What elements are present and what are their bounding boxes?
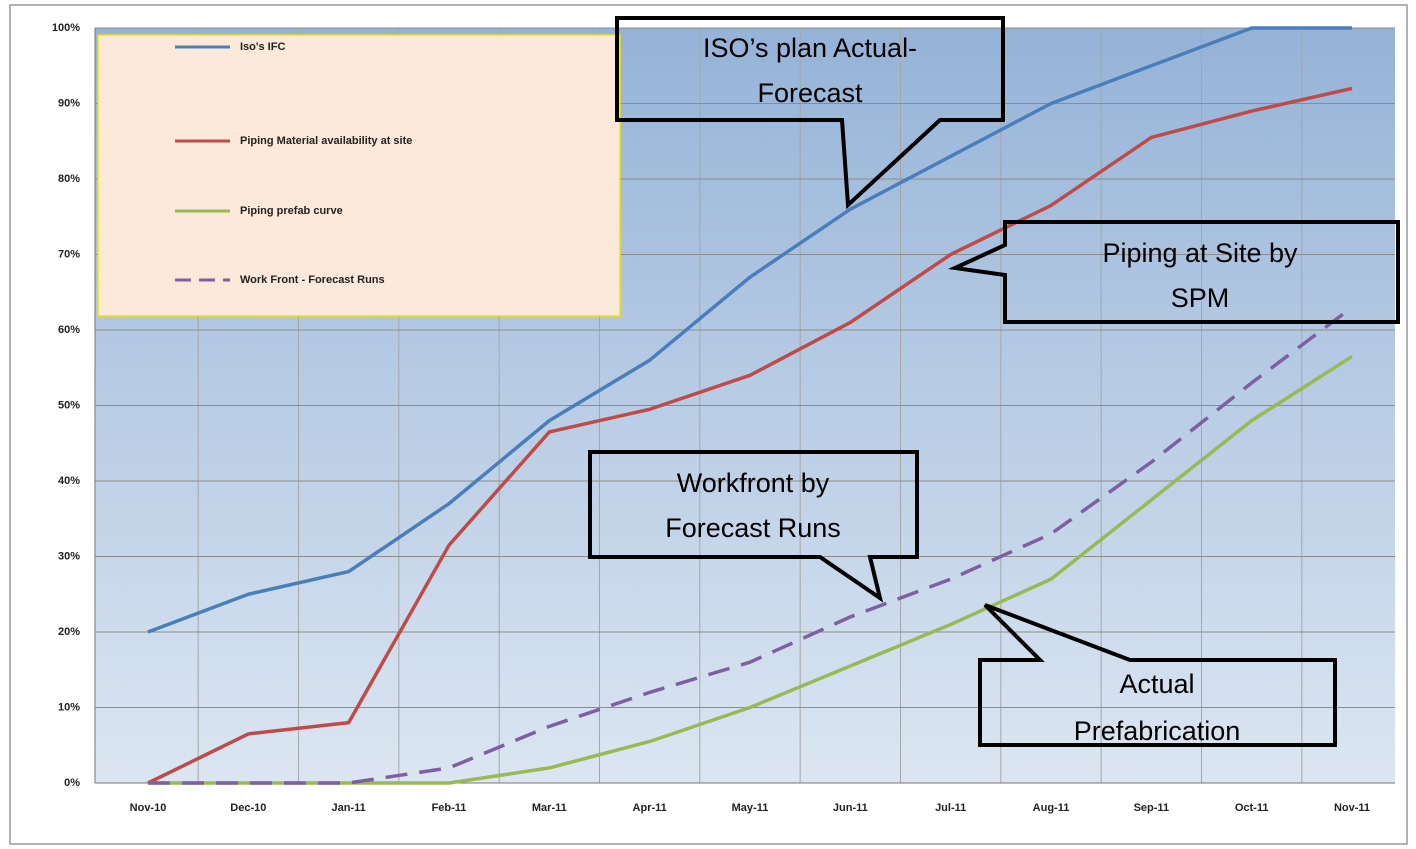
callout-text: Forecast Runs bbox=[665, 513, 841, 543]
x-tick-label: Aug-11 bbox=[1033, 802, 1070, 814]
x-tick-label: May-11 bbox=[732, 802, 769, 814]
callout-text: Piping at Site by bbox=[1102, 238, 1298, 268]
x-tick-label: Feb-11 bbox=[432, 802, 467, 814]
x-tick-label: Dec-10 bbox=[230, 802, 266, 814]
y-tick-label: 70% bbox=[58, 248, 80, 260]
legend-label: Piping Material availability at site bbox=[240, 135, 412, 147]
legend-label: Piping prefab curve bbox=[240, 205, 343, 217]
x-tick-label: Jun-11 bbox=[833, 802, 868, 814]
x-tick-label: Nov-11 bbox=[1334, 802, 1370, 814]
callout-text: ISO’s plan Actual- bbox=[703, 33, 917, 63]
callout-shape bbox=[978, 603, 1337, 747]
y-tick-label: 0% bbox=[64, 777, 80, 789]
y-tick-label: 90% bbox=[58, 97, 80, 109]
x-tick-label: Mar-11 bbox=[532, 802, 567, 814]
y-tick-label: 10% bbox=[58, 701, 80, 713]
legend-label: Work Front - Forecast Runs bbox=[240, 274, 385, 286]
y-tick-label: 100% bbox=[52, 22, 80, 34]
x-tick-label: Oct-11 bbox=[1235, 802, 1269, 814]
callout-text: Prefabrication bbox=[1074, 716, 1241, 746]
x-tick-label: Jan-11 bbox=[332, 802, 366, 814]
series-line bbox=[148, 354, 1353, 785]
callout-text: Actual bbox=[1119, 669, 1194, 699]
x-tick-label: Sep-11 bbox=[1134, 802, 1169, 814]
series-line bbox=[148, 305, 1354, 785]
x-tick-label: Apr-11 bbox=[633, 802, 667, 814]
legend-box bbox=[97, 34, 621, 317]
x-tick-label: Nov-10 bbox=[130, 802, 167, 814]
y-tick-label: 20% bbox=[58, 626, 80, 638]
y-tick-label: 60% bbox=[58, 324, 80, 336]
y-tick-label: 40% bbox=[58, 475, 80, 487]
y-tick-label: 50% bbox=[58, 399, 80, 411]
callout-text: Workfront by bbox=[677, 468, 830, 498]
series-line bbox=[147, 26, 1352, 634]
callout-shape bbox=[947, 220, 1400, 324]
callout-text: Forecast bbox=[757, 78, 863, 108]
callout-shape bbox=[588, 450, 919, 603]
callout-shape bbox=[615, 16, 1005, 210]
x-tick-label: Jul-11 bbox=[935, 802, 966, 814]
series-line bbox=[147, 86, 1353, 785]
y-tick-label: 80% bbox=[58, 173, 80, 185]
legend-label: Iso's IFC bbox=[240, 41, 285, 53]
y-tick-label: 30% bbox=[58, 550, 80, 562]
callout-text: SPM bbox=[1171, 283, 1230, 313]
